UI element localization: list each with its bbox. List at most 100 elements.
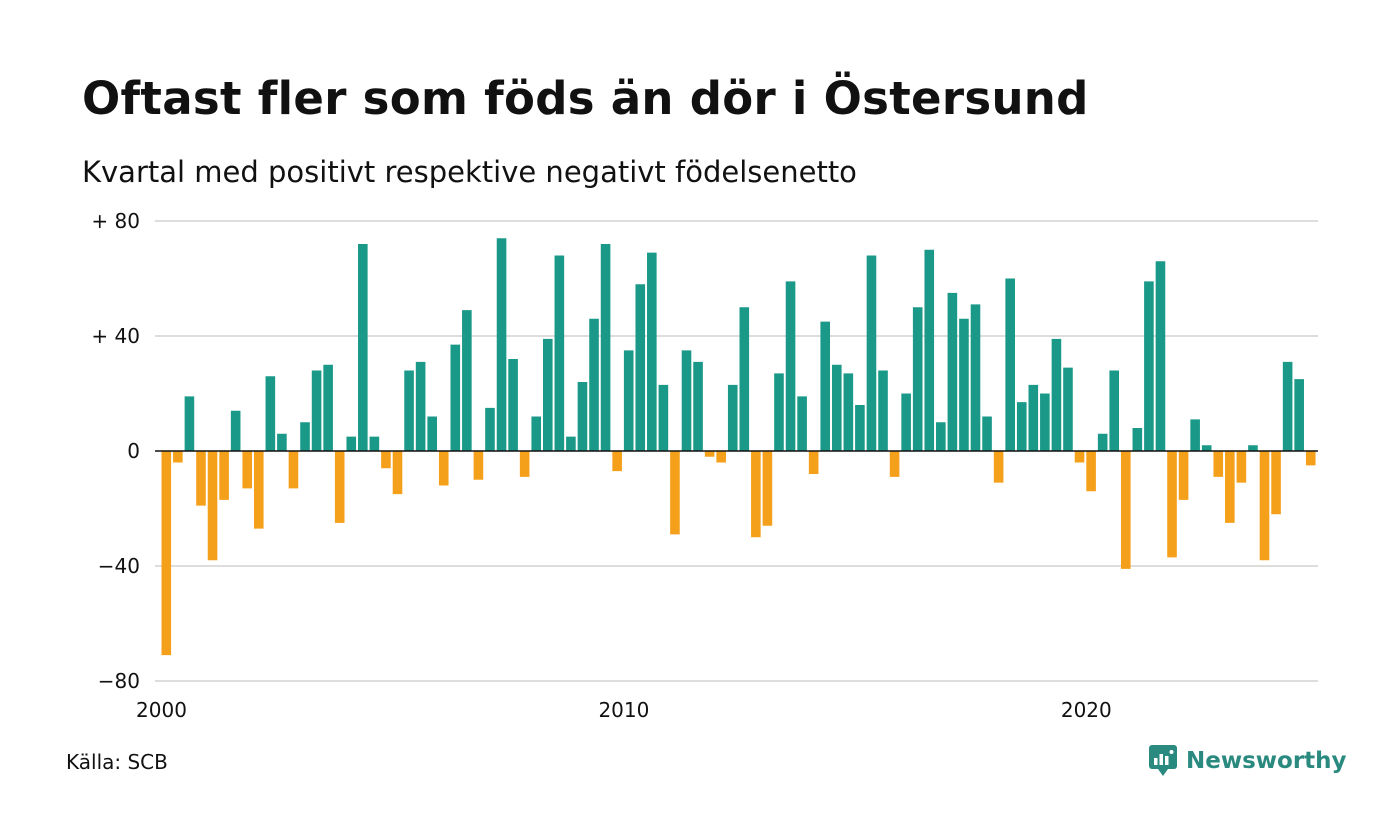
bar-positive	[912, 307, 923, 451]
bar-negative	[219, 451, 229, 500]
bar-positive	[982, 416, 992, 451]
bar-positive	[450, 344, 461, 452]
bar-positive	[1155, 261, 1166, 451]
bar-positive	[277, 433, 287, 451]
bar-positive	[589, 318, 599, 451]
bar-negative	[473, 451, 484, 480]
bar-positive	[184, 396, 195, 452]
bar-positive	[785, 281, 796, 452]
bar-positive	[1028, 384, 1039, 452]
bar-positive	[369, 436, 380, 452]
bar-negative	[1120, 451, 1131, 569]
bar-positive	[878, 370, 888, 451]
bar-positive	[774, 373, 784, 452]
bar-positive	[866, 255, 877, 451]
bar-positive	[1051, 338, 1062, 452]
bar-negative	[993, 451, 1004, 483]
bar-positive	[924, 249, 935, 451]
bar-positive	[739, 307, 750, 451]
x-tick-label: 2010	[598, 698, 649, 722]
bar-positive	[1097, 433, 1108, 451]
bar-positive	[1109, 370, 1120, 451]
bar-positive	[566, 436, 576, 452]
bar-positive	[623, 350, 634, 452]
bar-negative	[161, 451, 172, 656]
bar-negative	[438, 451, 449, 486]
bar-positive	[1294, 379, 1304, 452]
bar-positive	[230, 410, 241, 451]
bar-negative	[612, 451, 622, 472]
bar-positive	[970, 304, 981, 452]
bar-positive	[1005, 278, 1015, 451]
bar-negative	[334, 451, 345, 523]
bar-negative	[1236, 451, 1247, 483]
bar-positive	[508, 359, 518, 451]
bars	[161, 238, 1316, 656]
chart-subtitle: Kvartal med positivt respektive negativt…	[82, 155, 857, 189]
bar-negative	[288, 451, 299, 489]
bar-negative	[1086, 451, 1096, 492]
x-tick-label: 2000	[136, 698, 187, 722]
bar-positive	[265, 376, 276, 451]
bar-positive	[1016, 402, 1027, 452]
y-tick-label: + 80	[91, 209, 140, 233]
bar-negative	[1225, 451, 1235, 523]
bar-positive	[1063, 367, 1073, 452]
bar-negative	[1167, 451, 1177, 558]
bar-positive	[727, 384, 738, 452]
bar-negative	[392, 451, 403, 495]
bar-positive	[531, 416, 542, 451]
bar-positive	[300, 422, 310, 451]
brand-logo[interactable]: Newsworthy	[1148, 744, 1347, 778]
bar-positive	[542, 338, 553, 452]
x-tick-label: 2020	[1061, 698, 1112, 722]
bar-positive	[404, 370, 414, 451]
bar-positive	[936, 422, 946, 451]
bar-positive	[600, 244, 611, 451]
bar-negative	[670, 451, 680, 535]
bar-positive	[947, 292, 958, 452]
bar-positive	[311, 370, 322, 451]
bar-positive	[855, 405, 865, 451]
bar-positive	[415, 361, 426, 452]
bar-positive	[681, 350, 692, 452]
y-tick-label: + 40	[91, 324, 140, 348]
bar-negative	[1271, 451, 1281, 515]
bar-positive	[1040, 393, 1050, 451]
y-axis-ticks: + 80 + 40 0 −40 −80	[91, 209, 140, 693]
bar-positive	[901, 393, 911, 451]
bar-positive	[658, 384, 669, 452]
bar-positive	[1248, 445, 1258, 451]
bar-positive	[959, 318, 969, 451]
bar-positive	[797, 396, 807, 452]
y-tick-label: −80	[98, 669, 140, 693]
bar-negative	[808, 451, 819, 474]
bar-negative	[762, 451, 773, 526]
y-tick-label: 0	[127, 439, 140, 463]
bar-positive	[346, 436, 357, 452]
bar-positive	[554, 255, 565, 451]
bar-negative	[1074, 451, 1085, 463]
bar-positive	[820, 321, 831, 452]
bar-positive	[647, 252, 657, 452]
bar-positive	[427, 416, 437, 451]
bar-positive	[1282, 361, 1293, 452]
bar-negative	[1259, 451, 1270, 561]
bar-negative	[207, 451, 218, 561]
bar-positive	[577, 382, 588, 451]
bar-negative	[173, 451, 183, 463]
brand-name: Newsworthy	[1186, 748, 1347, 774]
bar-negative	[196, 451, 206, 506]
bar-positive	[635, 284, 646, 451]
bar-positive	[485, 407, 495, 452]
source-credit: Källa: SCB	[66, 750, 168, 774]
bar-negative	[519, 451, 530, 477]
newsworthy-logo-icon	[1149, 745, 1177, 776]
bar-positive	[496, 238, 507, 451]
x-axis-ticks: 2000 2010 2020	[136, 698, 1112, 722]
bar-positive	[693, 361, 703, 452]
bar-positive	[358, 244, 368, 451]
bar-positive	[843, 373, 854, 452]
bar-negative	[1305, 451, 1316, 466]
